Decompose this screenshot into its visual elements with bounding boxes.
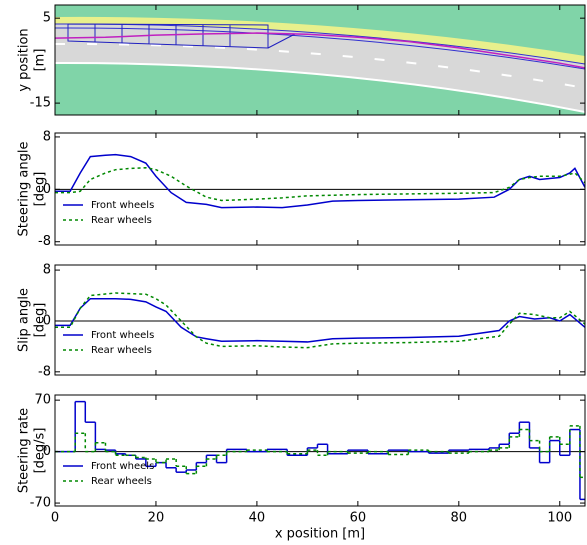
legend-label: Front wheels [91,461,154,472]
x-tick-label: 0 [51,511,59,526]
plot-area [55,32,585,69]
y-axis-label: Steering rate [17,408,32,493]
y-axis-label: Steering angle [17,142,32,237]
y-tick-label: 0 [43,444,51,459]
axes-frame [54,4,586,116]
y-tick-label: 70 [34,393,51,408]
series-line [55,166,585,202]
legend-label: Rear wheels [91,215,152,226]
y-tick-label: 0 [43,313,51,328]
lane-bound [55,27,585,70]
x-axis-label: x position [m] [275,527,365,542]
y-axis-label: [deg/s] [33,428,48,474]
x-tick-label: 100 [547,511,572,526]
series-line [55,153,585,209]
y-tick-label: 5 [43,11,51,26]
y-tick-label: 8 [43,129,51,144]
x-tick-label: 40 [249,511,266,526]
x-tick-label: 60 [350,511,367,526]
x-tick-label: 20 [148,511,165,526]
legend-label: Front wheels [91,330,154,341]
y-tick-label: 0 [43,182,51,197]
series-line [55,297,585,343]
legend-label: Front wheels [91,200,154,211]
axes-frame [54,264,586,376]
axes-frame [54,394,586,507]
legend-label: Rear wheels [91,345,152,356]
road-scene [55,5,585,115]
plot-area [55,153,585,209]
x-tick-label: 80 [451,511,468,526]
y-tick-label: -15 [30,96,51,111]
series-line [55,292,585,349]
y-tick-label: -8 [38,234,51,249]
y-tick-label: 8 [43,263,51,278]
y-tick-label: -8 [38,364,51,379]
plot-area [55,292,585,349]
y-axis-label: [m] [33,49,48,72]
y-axis-label: [deg] [33,172,48,207]
y-axis-label: y position [17,28,32,91]
road-shoulder [55,16,585,65]
road-edge [55,61,585,113]
legend-label: Rear wheels [91,476,152,487]
y-axis-label: [deg] [33,303,48,338]
series-line [55,32,585,69]
y-axis-label: Slip angle [17,288,32,352]
y-tick-label: -70 [30,496,51,511]
